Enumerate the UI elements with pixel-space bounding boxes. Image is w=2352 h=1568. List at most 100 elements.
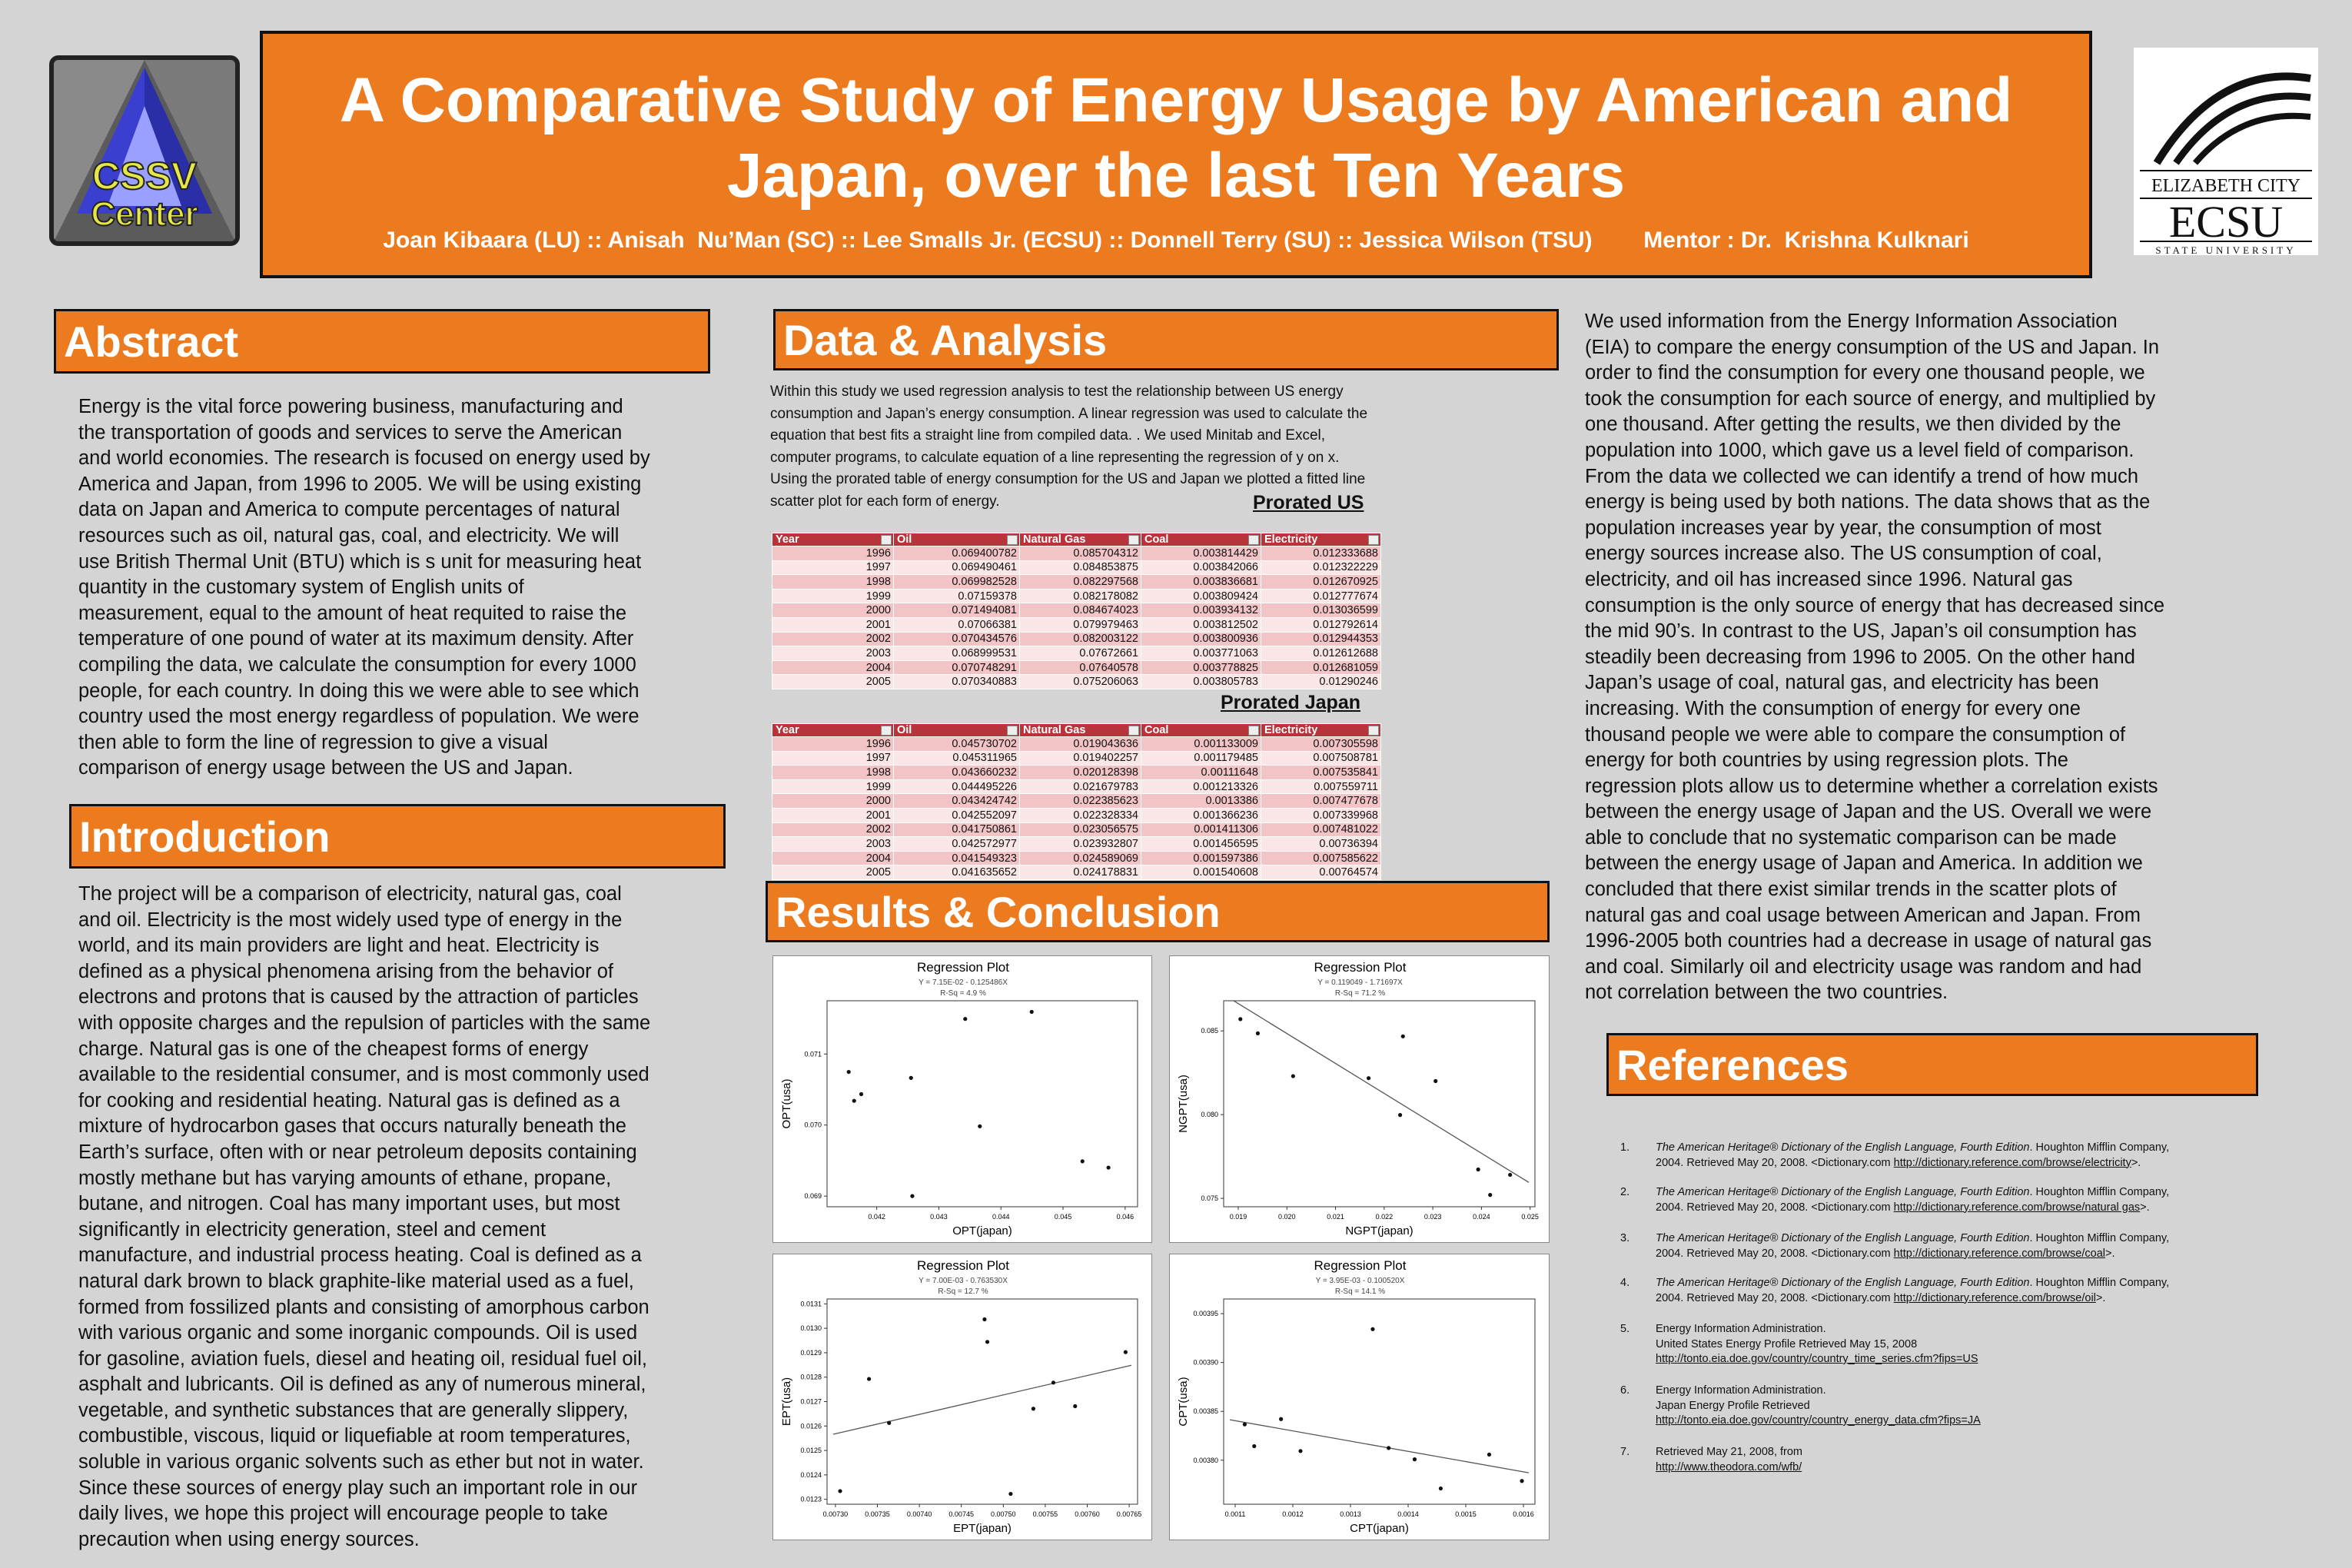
- table-cell: 0.023056575: [1019, 822, 1141, 838]
- table-cell: 0.003812502: [1141, 616, 1261, 633]
- reference-number: 2.: [1620, 1186, 1630, 1198]
- y-tick-label: 0.0130: [800, 1324, 822, 1332]
- x-tick-label: 0.022: [1376, 1213, 1394, 1221]
- reference-link[interactable]: http://tonto.eia.doe.gov/country/country…: [1656, 1353, 1978, 1365]
- filter-dropdown-icon[interactable]: [1368, 535, 1379, 545]
- data-point: [1123, 1350, 1128, 1354]
- table-cell: 0.003842066: [1141, 560, 1261, 576]
- reference-details: . Houghton Mifflin Company, 2004. Retrie…: [1656, 1186, 2170, 1214]
- x-tick-label: 0.0011: [1225, 1510, 1246, 1518]
- table-header-cell: Coal: [1141, 723, 1261, 737]
- table-cell: 0.012777674: [1261, 588, 1381, 604]
- table-cell: 0.007508781: [1261, 750, 1381, 766]
- table-cell: 0.019043636: [1019, 736, 1141, 752]
- filter-dropdown-icon[interactable]: [1368, 726, 1379, 736]
- data-point: [1255, 1031, 1261, 1036]
- data-point: [1370, 1327, 1375, 1331]
- reference-link[interactable]: http://dictionary.reference.com/browse/o…: [1893, 1291, 2096, 1304]
- table-cell: 0.001597386: [1141, 850, 1261, 866]
- filter-dropdown-icon[interactable]: [881, 726, 892, 736]
- table-cell: 0.013036599: [1261, 603, 1381, 618]
- data-point: [1008, 1491, 1013, 1497]
- table-cell: 0.024178831: [1019, 865, 1141, 880]
- table-cell: 1999: [772, 779, 894, 795]
- reference-text: The American Heritage® Dictionary of the…: [1656, 1276, 2263, 1306]
- logo-left-line1: CSSV: [92, 154, 198, 198]
- reference-link[interactable]: http://dictionary.reference.com/browse/n…: [1893, 1201, 2141, 1214]
- table-cell: 0.00111648: [1141, 765, 1261, 780]
- table-row: 1996 0.045730702 0.019043636 0.001133009 0.0…: [772, 736, 1381, 752]
- data-analysis-heading: Data & Analysis: [773, 309, 1559, 370]
- reference-link[interactable]: http://www.theodora.com/wfb/: [1656, 1460, 1802, 1473]
- table-header-cell: Oil: [893, 723, 1020, 737]
- table-cell: 0.042572977: [893, 836, 1020, 852]
- y-tick-label: 0.00390: [1193, 1359, 1218, 1367]
- table-cell: 0.012612688: [1261, 646, 1381, 661]
- y-tick-label: 0.00395: [1193, 1310, 1218, 1317]
- table-cell: 0.075206063: [1019, 674, 1141, 689]
- table-row: 2004 0.041549323 0.024589069 0.001597386 0.0…: [772, 850, 1381, 866]
- table-header-cell: Year: [772, 723, 894, 737]
- table-cell: 0.071494081: [893, 603, 1020, 618]
- r-squared: R-Sq = 71.2 %: [1335, 989, 1385, 998]
- data-point: [1238, 1017, 1243, 1022]
- data-point: [1298, 1449, 1303, 1453]
- x-axis-label: NGPT(japan): [1345, 1224, 1413, 1237]
- x-axis-label: CPT(japan): [1350, 1522, 1409, 1535]
- table-cell: 0.003836681: [1141, 574, 1261, 590]
- table-row: 1999 0.07159378 0.082178082 0.003809424 0.01…: [772, 588, 1381, 604]
- mentor: Mentor : Dr. Krishna Kulknari: [1643, 228, 1969, 253]
- x-tick-label: 0.043: [930, 1213, 948, 1221]
- table-cell: 0.01290246: [1261, 674, 1381, 689]
- data-point: [1279, 1417, 1284, 1421]
- cssv-center-logo: CSSV Center: [49, 55, 240, 246]
- logo-left-line2: Center: [91, 195, 198, 233]
- y-tick-label: 0.0127: [800, 1398, 822, 1406]
- poster-header: A Comparative Study of Energy Usage by A…: [260, 31, 2092, 278]
- x-tick-label: 0.0016: [1513, 1510, 1534, 1518]
- filter-dropdown-icon[interactable]: [1128, 535, 1139, 545]
- filter-dropdown-icon[interactable]: [881, 535, 892, 545]
- reference-link[interactable]: http://dictionary.reference.com/browse/e…: [1893, 1156, 2131, 1169]
- table-cell: 0.068999531: [893, 646, 1020, 661]
- table-row: 1997 0.045311965 0.019402257 0.001179485 0.0…: [772, 750, 1381, 766]
- reference-title: The American Heritage® Dictionary of the…: [1656, 1277, 2030, 1289]
- filter-dropdown-icon[interactable]: [1248, 535, 1259, 545]
- table-header-cell: Electricity: [1261, 723, 1381, 737]
- reference-details: . Houghton Mifflin Company, 2004. Retrie…: [1656, 1141, 2170, 1169]
- reference-details: Energy Information Administration. Unite…: [1656, 1323, 1918, 1350]
- table-row: 2005 0.041635652 0.024178831 0.001540608 0.0…: [772, 865, 1381, 880]
- x-tick-label: 0.00745: [948, 1510, 974, 1518]
- table-cell: 0.007305598: [1261, 736, 1381, 752]
- table-cell: 0.007477678: [1261, 793, 1381, 809]
- table-cell: 1996: [772, 736, 894, 752]
- reference-link[interactable]: http://tonto.eia.doe.gov/country/country…: [1656, 1414, 1981, 1427]
- y-tick-label: 0.075: [1201, 1194, 1218, 1202]
- filter-dropdown-icon[interactable]: [1248, 726, 1259, 736]
- data-point: [887, 1420, 892, 1425]
- poster-title: A Comparative Study of Energy Usage by A…: [339, 65, 2013, 211]
- table-cell: 2005: [772, 674, 894, 689]
- filter-dropdown-icon[interactable]: [1007, 535, 1018, 545]
- table-cell: 0.001456595: [1141, 836, 1261, 852]
- data-point: [1073, 1404, 1078, 1409]
- prorated-japan-table: Year Oil Natural Gas Coal Electricity 1996 0.0…: [772, 723, 1381, 880]
- y-tick-label: 0.0129: [800, 1349, 822, 1357]
- ecsu-logo: ELIZABETH CITY ECSU STATE UNIVERSITY: [2134, 48, 2318, 256]
- reference-link[interactable]: http://dictionary.reference.com/browse/c…: [1893, 1247, 2105, 1260]
- filter-dropdown-icon[interactable]: [1128, 726, 1139, 736]
- reference-details: . Houghton Mifflin Company, 2004. Retrie…: [1656, 1277, 2170, 1304]
- table-cell: 0.003805783: [1141, 674, 1261, 689]
- y-tick-label: 0.0128: [800, 1374, 822, 1381]
- y-tick-label: 0.0124: [800, 1471, 822, 1479]
- table-cell: 2001: [772, 616, 894, 633]
- x-tick-label: 0.0013: [1340, 1510, 1361, 1518]
- references-heading-label: References: [1616, 1040, 1849, 1089]
- x-tick-label: 0.042: [868, 1213, 885, 1221]
- filter-dropdown-icon[interactable]: [1007, 726, 1018, 736]
- abstract-heading-label: Abstract: [64, 317, 239, 366]
- regression-line: [1232, 1001, 1530, 1183]
- x-tick-label: 0.00735: [865, 1510, 890, 1518]
- regression-plot-natural-gas: Regression Plot Y = 0.119049 - 1.71697X R-…: [1169, 955, 1550, 1243]
- x-tick-label: 0.00740: [907, 1510, 932, 1518]
